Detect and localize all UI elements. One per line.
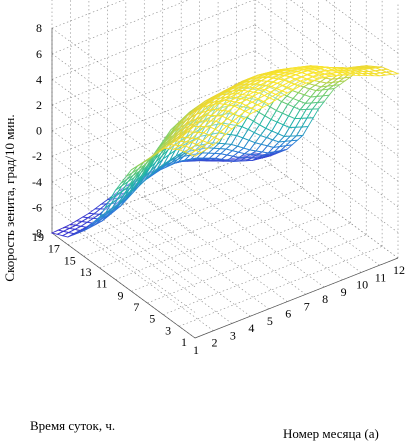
grid-line	[99, 187, 303, 269]
x-axis-label: Номер месяца (а)	[283, 426, 379, 441]
grid-line	[125, 203, 269, 310]
y-tick-label: 13	[80, 265, 92, 279]
y-tick-label: 17	[48, 242, 60, 256]
y-tick-label: 1	[181, 335, 187, 349]
surface-mesh	[50, 65, 400, 238]
x-tick-label: 7	[304, 299, 310, 313]
tick-labels: -8-6-4-202468135791113151719123456789101…	[32, 21, 405, 357]
grid-line	[181, 181, 325, 288]
grid-lines	[51, 0, 399, 339]
y-tick-label: 9	[117, 288, 123, 302]
grid-line	[131, 211, 335, 292]
z-tick-label: 6	[36, 47, 42, 61]
grid-line	[254, 101, 399, 208]
x-tick-label: 12	[393, 263, 405, 277]
z-tick-label: 4	[36, 72, 42, 86]
z-tick-label: -2	[32, 149, 42, 163]
grid-line	[162, 189, 306, 295]
grid-line	[51, 53, 196, 160]
grid-line	[88, 218, 233, 324]
grid-line	[115, 199, 319, 280]
z-axis-label: Скорость зенита, град/10 мин.	[2, 114, 17, 281]
grid-line	[254, 127, 399, 233]
grid-line	[51, 50, 256, 131]
grid-line	[51, 101, 256, 183]
grid-line	[217, 167, 362, 273]
grid-line	[51, 207, 196, 313]
axis-line-x	[194, 257, 399, 339]
grid-line	[179, 246, 383, 327]
grid-line	[51, 104, 196, 211]
y-tick-label: 15	[64, 253, 76, 267]
x-tick-label: 1	[193, 343, 199, 357]
grid-line	[51, 0, 190, 55]
grid-line	[51, 27, 196, 134]
grid-line	[51, 155, 196, 262]
grid-line	[147, 222, 351, 304]
grid-line	[51, 79, 196, 185]
x-tick-label: 5	[267, 314, 273, 328]
grid-line	[83, 176, 287, 257]
y-tick-label: 7	[133, 300, 139, 314]
y-tick-label: 5	[149, 312, 155, 326]
grid-line	[199, 174, 343, 281]
z-tick-label: -4	[32, 175, 42, 189]
grid-line	[51, 152, 256, 234]
x-tick-label: 11	[375, 270, 387, 284]
grid-line	[255, 0, 399, 105]
y-tick-label: 3	[165, 323, 171, 337]
grid-line	[236, 160, 380, 266]
y-axis-label: Время суток, ч.	[30, 418, 115, 433]
grid-line	[67, 164, 271, 245]
z-tick-label: 8	[36, 21, 42, 35]
axis-line-y	[51, 232, 196, 339]
grid-line	[290, 0, 399, 80]
z-tick-label: -6	[32, 200, 42, 214]
grid-line	[254, 50, 399, 156]
grid-line	[254, 152, 399, 259]
grid-line	[51, 24, 256, 106]
x-tick-label: 10	[356, 278, 368, 292]
x-tick-label: 4	[248, 321, 254, 335]
x-tick-label: 2	[211, 336, 217, 350]
surface-patch	[384, 71, 400, 75]
x-tick-label: 9	[341, 285, 347, 299]
x-tick-label: 3	[230, 328, 236, 342]
grid-line	[107, 210, 251, 317]
z-tick-label: -8	[32, 226, 42, 240]
grid-line	[325, 0, 399, 54]
z-tick-label: 0	[36, 124, 42, 138]
grid-line	[144, 196, 288, 302]
z-tick-label: 2	[36, 98, 42, 112]
x-tick-label: 8	[322, 292, 328, 306]
grid-line	[70, 225, 214, 331]
y-tick-label: 11	[96, 277, 108, 291]
grid-line	[51, 181, 196, 288]
grid-line	[51, 0, 125, 29]
grid-line	[51, 75, 256, 157]
grid-line	[51, 0, 255, 80]
grid-line	[51, 127, 256, 208]
grid-line	[163, 234, 367, 315]
x-tick-label: 6	[285, 307, 291, 321]
y-tick-label: 19	[32, 230, 44, 244]
grid-line	[254, 75, 399, 182]
